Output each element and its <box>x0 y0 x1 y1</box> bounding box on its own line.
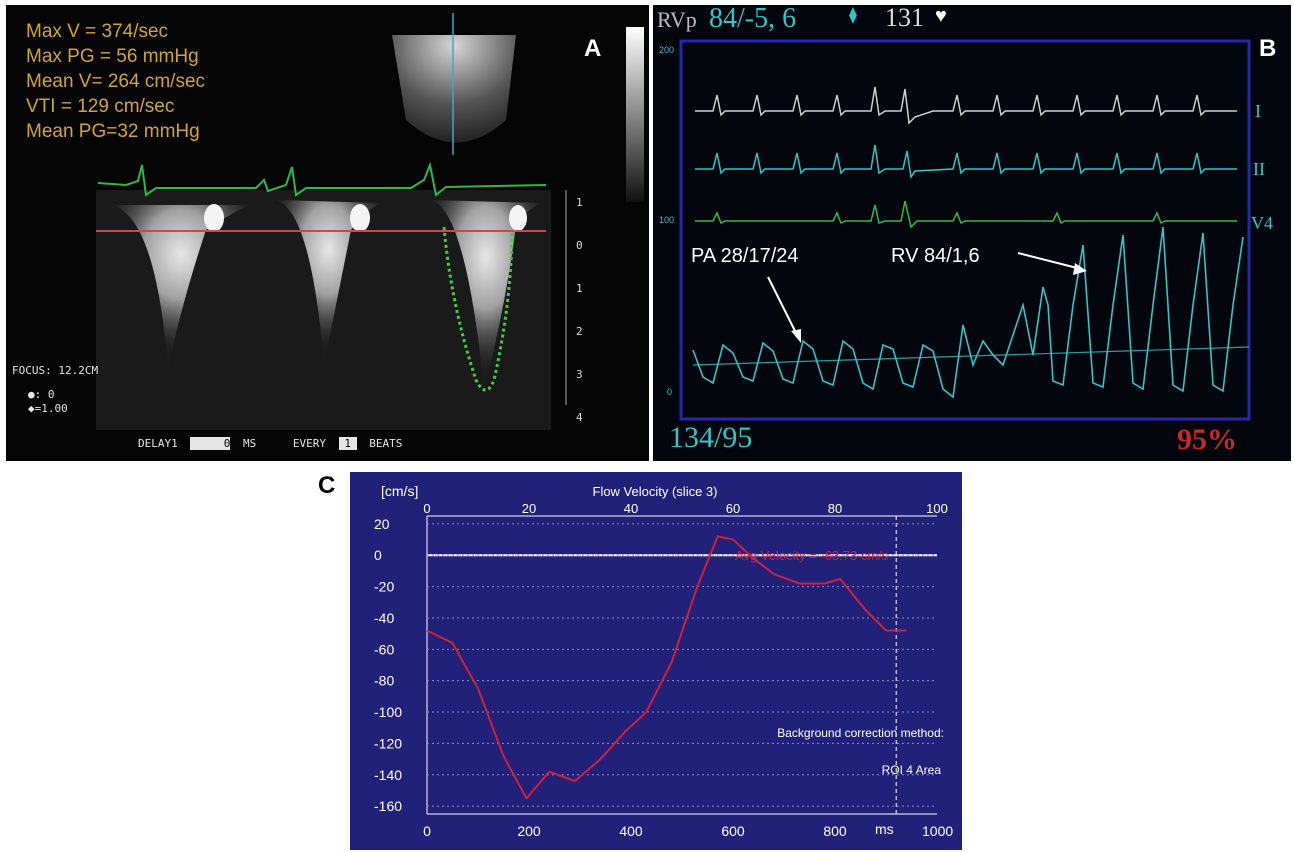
lead-3-trace <box>695 200 1237 229</box>
x-tick-label-bottom: 200 <box>517 823 541 839</box>
heart-icon: ♥ <box>935 5 947 27</box>
heart-rate-value: 131 <box>885 5 924 32</box>
every-label: EVERY <box>292 437 326 450</box>
annotation-pa: PA 28/17/24 <box>691 245 799 267</box>
y-tick-label: -160 <box>374 798 402 814</box>
scale-tick: 3 <box>576 368 583 381</box>
panel-b-letter: B <box>1259 35 1277 62</box>
measurement-mean-v: Mean V= 264 cm/sec <box>26 71 206 92</box>
x-tick-label-top: 100 <box>926 501 948 516</box>
measurement-mean-pg: Mean PG=32 mmHg <box>26 121 200 142</box>
panel-b-monitor: RVp 84/-5, 6 131 ♥ ⧫ B 200 100 0 I II V4… <box>653 5 1291 461</box>
x-tick-label-top: 80 <box>828 501 842 516</box>
correction-note-2: ROI 4 Area <box>882 763 942 777</box>
every-value: 1 <box>338 437 357 450</box>
scale-top: 200 <box>659 45 675 55</box>
scale-tick: 2 <box>576 325 583 338</box>
lead-1-trace <box>695 86 1237 125</box>
x-tick-label-top: 20 <box>522 501 536 516</box>
y-tick-label: 0 <box>374 547 382 563</box>
y-axis-label: [cm/s] <box>381 483 418 499</box>
y-tick-label: -20 <box>374 579 394 595</box>
x-tick-label-bottom: 800 <box>823 823 847 839</box>
delay-label: DELAY1 <box>138 437 178 450</box>
panel-c-chart: 100 80 60 40 20 0 1000 800 600 400 200 0 -160 -140 -12… <box>350 472 962 850</box>
y-tick-label: -60 <box>374 641 394 657</box>
pressure-trace <box>692 226 1244 399</box>
scale-mid: 100 <box>659 215 675 225</box>
rvp-pressure: 84/-5, 6 <box>709 5 797 34</box>
x-tick-label-bottom: 0 <box>423 823 431 839</box>
y-tick-label: -140 <box>374 767 402 783</box>
x-tick-label-bottom: 1000 <box>922 823 953 839</box>
y-tick-label: -40 <box>374 610 394 626</box>
panel-a-letter: A <box>584 35 602 62</box>
person-icon: ⧫ <box>849 7 857 24</box>
echo-sector-image <box>392 35 516 143</box>
lead-2-trace <box>695 144 1237 180</box>
x-tick-label-top: 40 <box>624 501 638 516</box>
scale-tick: 4 <box>576 411 583 424</box>
y-tick-label: -100 <box>374 704 402 720</box>
readout-2: ◆=1.00 <box>28 402 68 415</box>
y-tick-label: -120 <box>374 735 402 751</box>
x-tick-label-top: 60 <box>726 501 740 516</box>
y-tick-label: 20 <box>374 516 390 532</box>
beats-label: BEATS <box>369 437 403 450</box>
delay-bar: DELAY1 0 MS EVERY 1 BEATS <box>138 437 402 450</box>
delay-value: 0 <box>190 437 231 450</box>
scale-tick: 1 <box>576 282 583 295</box>
scale-tick: 0 <box>576 239 583 252</box>
y-tick-label: -80 <box>374 673 394 689</box>
lead-3-label: V4 <box>1251 213 1273 233</box>
scale-bottom: 0 <box>667 387 673 397</box>
focus-label: FOCUS: 12.2CM <box>12 364 99 377</box>
x-tick-label-bottom: 600 <box>721 823 745 839</box>
rvp-label: RVp <box>657 7 697 32</box>
panel-a-doppler: Max V = 374/sec Max PG = 56 mmHg Mean V=… <box>6 5 649 461</box>
doppler-graphics <box>96 13 644 430</box>
x-tick-label-top: 0 <box>423 501 430 516</box>
lead-1-label: I <box>1255 101 1261 121</box>
measurement-vti: VTI = 129 cm/sec <box>26 96 175 117</box>
readout-1: ●: 0 <box>28 388 55 401</box>
measurement-max-pg: Max PG = 56 mmHg <box>26 46 199 67</box>
x-axis-unit: ms <box>875 821 894 837</box>
grayscale-bar <box>626 27 644 202</box>
panel-c-letter: C <box>318 472 336 499</box>
bp-value: 134/95 <box>669 421 753 454</box>
measurement-max-v: Max V = 374/sec <box>26 21 169 42</box>
monitor-frame <box>679 39 1251 421</box>
scale-tick: 1 <box>576 196 583 209</box>
flow-velocity-chart: 10080604020010008006004002000-160-140-12… <box>374 483 953 839</box>
spo2-value: 95% <box>1177 423 1237 456</box>
chart-title: Flow Velocity (slice 3) <box>593 484 718 499</box>
avg-velocity-label: Avg Velocity = -63.73 cm/s <box>735 548 889 563</box>
x-tick-label-bottom: 400 <box>619 823 643 839</box>
velocity-scale: 1 0 1 2 3 4 <box>576 181 583 439</box>
annotation-rv: RV 84/1,6 <box>891 245 980 267</box>
monitor-graphics <box>679 39 1251 421</box>
delay-unit: MS <box>243 437 257 450</box>
correction-note-1: Background correction method: <box>777 726 944 740</box>
lead-2-label: II <box>1253 159 1265 179</box>
velocity-series-line <box>426 535 907 801</box>
